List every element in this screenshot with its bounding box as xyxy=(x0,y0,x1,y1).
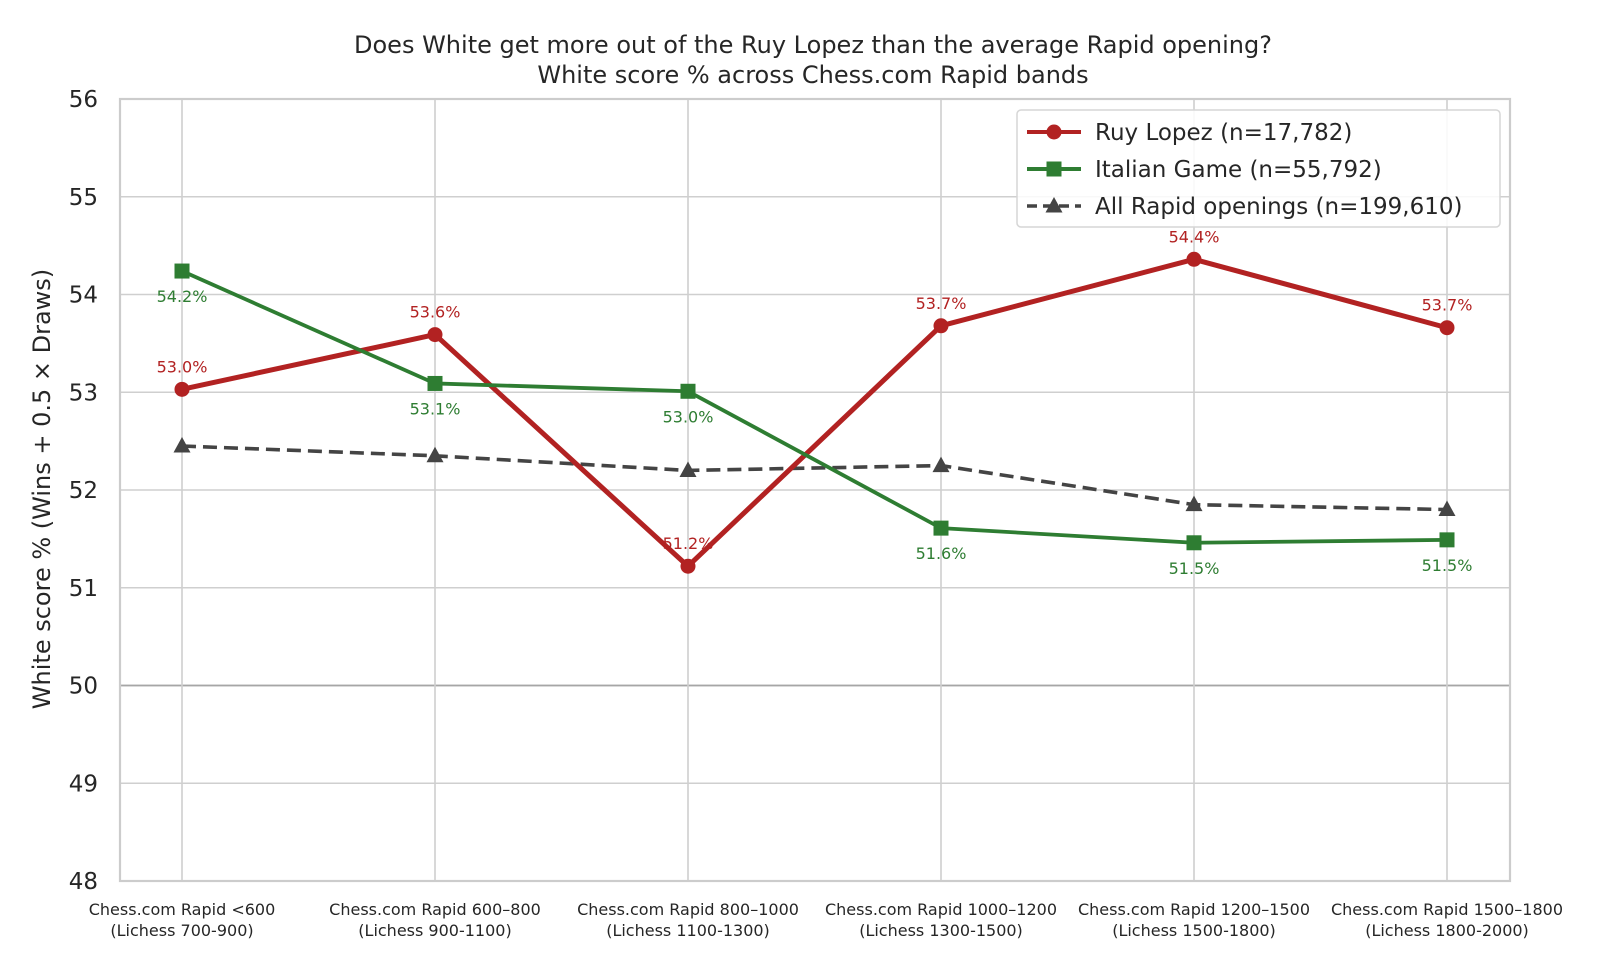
series-line xyxy=(179,256,1450,569)
data-label: 53.0% xyxy=(663,407,714,426)
data-point xyxy=(680,558,696,574)
y-tick-label: 51 xyxy=(69,576,98,602)
x-tick-label: Chess.com Rapid 1000–1200 xyxy=(825,900,1057,919)
data-point xyxy=(174,381,190,397)
y-tick-label: 50 xyxy=(69,674,98,700)
data-label: 51.5% xyxy=(1422,556,1473,575)
x-tick-label: Chess.com Rapid 800–1000 xyxy=(577,900,799,919)
series-line xyxy=(181,444,1448,512)
series-line xyxy=(180,269,1449,545)
plot-frame xyxy=(118,97,1512,883)
data-label: 53.0% xyxy=(157,357,208,376)
data-point xyxy=(1439,320,1455,336)
y-tick-label: 49 xyxy=(69,771,98,797)
legend-box xyxy=(1016,109,1501,228)
data-point xyxy=(1439,532,1455,548)
data-point xyxy=(427,375,443,391)
grid-layer xyxy=(120,98,1510,882)
x-tick-label: (Lichess 1500-1800) xyxy=(1112,921,1276,940)
data-label-layer: 53.0% 53.6% 51.2% 53.7% 54.4% 53.7% 54.2% 53.1%… xyxy=(157,227,1473,577)
data-label: 54.4% xyxy=(1169,227,1220,246)
legend-label: Ruy Lopez (n=17,782) xyxy=(1095,120,1352,146)
data-point xyxy=(1186,251,1202,267)
data-label: 51.2% xyxy=(663,534,714,553)
legend-entry: Italian Game (n=55,792) xyxy=(1027,157,1382,183)
x-tick-label: (Lichess 1800-2000) xyxy=(1365,921,1529,940)
data-point xyxy=(1185,495,1203,512)
data-label: 53.1% xyxy=(410,399,461,418)
legend: Ruy Lopez (n=17,782) Italian Game (n=55,7… xyxy=(1016,109,1501,228)
data-point xyxy=(679,461,697,477)
chart-subtitle: White score % across Chess.com Rapid ban… xyxy=(537,61,1088,89)
legend-marker xyxy=(1046,124,1062,140)
legend-label: Italian Game (n=55,792) xyxy=(1095,157,1382,183)
data-label: 51.5% xyxy=(1169,559,1220,578)
data-point xyxy=(427,327,443,343)
legend-marker xyxy=(1046,161,1062,177)
series-group xyxy=(173,437,1456,517)
x-tick-label: Chess.com Rapid 1200–1500 xyxy=(1078,900,1310,919)
x-tick-label: (Lichess 1300-1500) xyxy=(859,921,1023,940)
legend-entry: Ruy Lopez (n=17,782) xyxy=(1027,120,1352,146)
series-group xyxy=(174,251,1455,574)
data-point xyxy=(174,263,190,279)
x-tick-label: (Lichess 1100-1300) xyxy=(606,921,770,940)
series-group xyxy=(174,263,1455,551)
data-label: 53.7% xyxy=(1422,296,1473,315)
legend-marker xyxy=(1045,197,1063,213)
y-tick-label: 48 xyxy=(69,869,98,895)
y-tick-label: 52 xyxy=(69,478,98,504)
x-tick-label: Chess.com Rapid <600 xyxy=(89,900,276,919)
data-point xyxy=(933,520,949,536)
x-tick-label: (Lichess 900-1100) xyxy=(358,921,511,940)
data-label: 51.6% xyxy=(916,544,967,563)
data-point xyxy=(1186,535,1202,551)
data-point xyxy=(173,437,191,453)
data-point xyxy=(1438,500,1456,517)
x-tick-label: (Lichess 700-900) xyxy=(110,921,253,940)
data-point xyxy=(680,383,696,399)
chart-title: Does White get more out of the Ruy Lopez… xyxy=(354,31,1272,59)
data-label: 54.2% xyxy=(157,287,208,306)
y-tick-label: 53 xyxy=(69,380,98,406)
x-tick-label: Chess.com Rapid 600–800 xyxy=(329,900,541,919)
legend-label: All Rapid openings (n=199,610) xyxy=(1095,194,1462,220)
y-tick-label: 56 xyxy=(69,87,98,113)
y-tick-label: 55 xyxy=(69,185,98,211)
axis-layer: 48 49 50 51 52 53 54 55 56 Chess.com Rapid <600 (L… xyxy=(69,87,1563,940)
y-tick-label: 54 xyxy=(69,283,98,309)
data-point xyxy=(932,456,950,473)
data-point xyxy=(933,318,949,334)
data-point xyxy=(426,446,444,463)
data-label: 53.7% xyxy=(916,294,967,313)
y-axis-label: White score % (Wins + 0.5 × Draws) xyxy=(28,269,56,709)
x-tick-label: Chess.com Rapid 1500–1800 xyxy=(1331,900,1563,919)
data-label: 53.6% xyxy=(410,303,461,322)
legend-entry: All Rapid openings (n=199,610) xyxy=(1027,194,1462,220)
series-layer xyxy=(173,251,1456,574)
